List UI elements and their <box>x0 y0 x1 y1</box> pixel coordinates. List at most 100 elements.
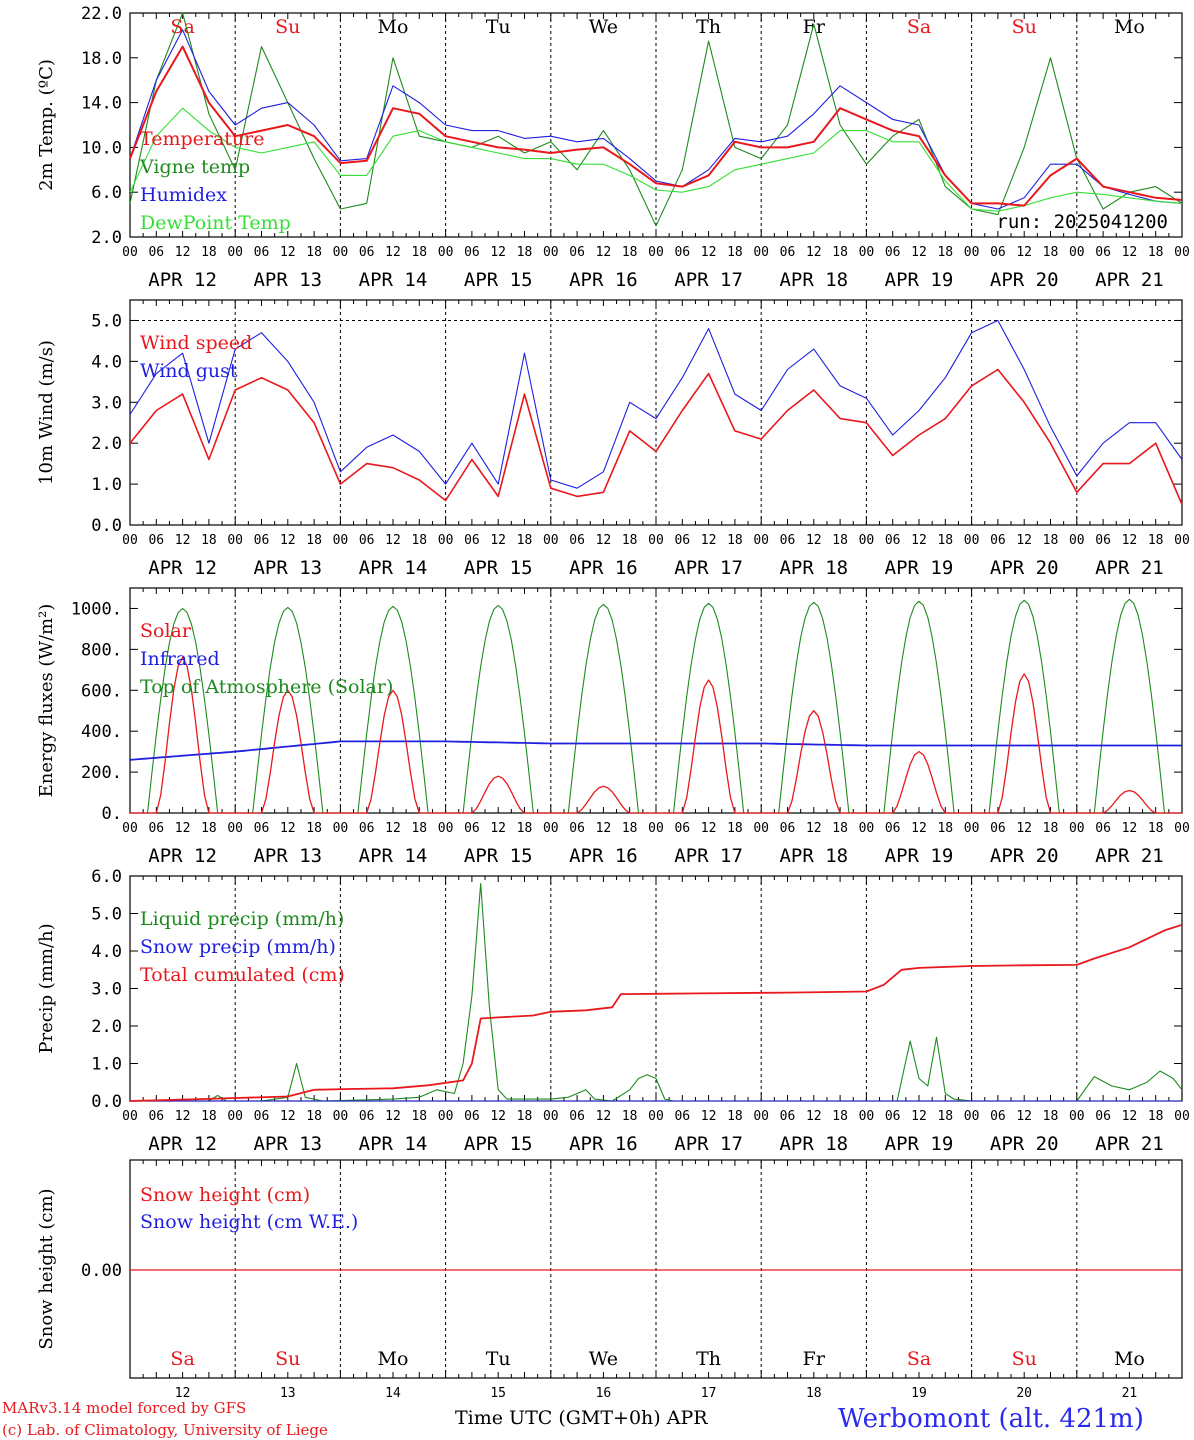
date-label: APR 17 <box>674 845 743 867</box>
date-label: APR 20 <box>990 1133 1059 1155</box>
hour-label: 00 <box>1069 821 1085 836</box>
date-label: APR 12 <box>148 845 217 867</box>
hour-label: 12 <box>175 533 191 548</box>
y-tick-label: 2.0 <box>91 1017 122 1037</box>
hour-label: 00 <box>333 245 349 260</box>
hour-label: 00 <box>964 1109 980 1124</box>
infrared-line <box>129 740 1182 761</box>
hour-label: 18 <box>622 821 638 836</box>
hour-label: 18 <box>201 245 217 260</box>
date-label: APR 21 <box>1095 557 1164 579</box>
hour-label: 06 <box>254 821 270 836</box>
hour-label: 12 <box>490 533 506 548</box>
y-tick-label: 22.0 <box>81 4 122 24</box>
hour-label: 00 <box>122 1109 138 1124</box>
lab-credit: (c) Lab. of Climatology, University of L… <box>2 1421 328 1439</box>
hour-label: 18 <box>832 245 848 260</box>
hour-label: 12 <box>911 245 927 260</box>
hour-label: 12 <box>280 821 296 836</box>
hour-label: 12 <box>490 1109 506 1124</box>
y-axis-label: 10m Wind (m/s) <box>36 340 57 485</box>
hour-label: 00 <box>859 245 875 260</box>
hour-label: 00 <box>543 245 559 260</box>
hour-label: 00 <box>227 245 243 260</box>
hour-label: 12 <box>911 533 927 548</box>
hour-label: 18 <box>201 1109 217 1124</box>
y-tick-label: 6.0 <box>91 183 122 203</box>
date-label: APR 18 <box>779 557 848 579</box>
hour-label: 06 <box>464 1109 480 1124</box>
date-label: APR 21 <box>1095 269 1164 291</box>
weekday-label: Su <box>275 16 300 38</box>
hour-label: 00 <box>1174 1109 1190 1124</box>
series-line <box>129 107 1183 212</box>
weekday-label: Mo <box>378 16 409 38</box>
hour-label: 12 <box>1122 245 1138 260</box>
y-axis-label: 2m Temp. (ºC) <box>36 59 57 191</box>
hour-label: 00 <box>1069 533 1085 548</box>
y-tick-label: 3.0 <box>91 393 122 413</box>
hour-label: 06 <box>1095 1109 1111 1124</box>
hour-label: 18 <box>622 245 638 260</box>
series-line <box>129 12 1183 227</box>
hour-label: 18 <box>306 245 322 260</box>
weekday-label: Th <box>696 1348 721 1370</box>
day-number-label: 13 <box>280 1386 296 1401</box>
hour-label: 00 <box>543 821 559 836</box>
hour-label: 00 <box>438 533 454 548</box>
hour-label: 12 <box>385 245 401 260</box>
weekday-label: Mo <box>1114 16 1145 38</box>
hour-label: 12 <box>701 821 717 836</box>
hour-label: 06 <box>885 533 901 548</box>
weekday-label: Tu <box>486 1348 511 1370</box>
date-label: APR 17 <box>674 1133 743 1155</box>
hour-label: 12 <box>806 821 822 836</box>
legend-entry: Wind gust <box>140 360 238 382</box>
hour-label: 18 <box>1043 821 1059 836</box>
hour-label: 18 <box>411 245 427 260</box>
hour-label: 00 <box>543 533 559 548</box>
date-label: APR 16 <box>569 269 638 291</box>
hour-label: 18 <box>727 1109 743 1124</box>
hour-label: 12 <box>701 533 717 548</box>
legend-entry: Wind speed <box>140 332 252 354</box>
y-tick-label: 0.0 <box>91 1092 122 1112</box>
date-label: APR 13 <box>253 1133 322 1155</box>
y-tick-label: 0. <box>102 804 122 824</box>
hour-label: 06 <box>674 533 690 548</box>
series-line <box>129 368 1183 505</box>
hour-label: 18 <box>517 533 533 548</box>
hour-label: 00 <box>964 821 980 836</box>
hour-label: 18 <box>832 533 848 548</box>
date-label: APR 19 <box>885 557 954 579</box>
hour-label: 06 <box>569 245 585 260</box>
y-tick-label: 10.0 <box>81 138 122 158</box>
day-number-label: 20 <box>1016 1386 1032 1401</box>
hour-label: 00 <box>753 1109 769 1124</box>
station-title: Werbomont (alt. 421m) <box>838 1404 1144 1434</box>
y-tick-label: 2.0 <box>91 228 122 248</box>
hour-label: 06 <box>254 533 270 548</box>
hour-label: 00 <box>1069 1109 1085 1124</box>
hour-label: 12 <box>1016 821 1032 836</box>
date-label: APR 15 <box>464 845 533 867</box>
hour-label: 06 <box>569 533 585 548</box>
hour-label: 00 <box>859 821 875 836</box>
hour-label: 00 <box>1174 533 1190 548</box>
date-label: APR 15 <box>464 557 533 579</box>
hour-label: 12 <box>1122 821 1138 836</box>
hour-label: 18 <box>1148 1109 1164 1124</box>
weekday-label: We <box>589 1348 618 1370</box>
hour-label: 06 <box>464 245 480 260</box>
day-number-label: 12 <box>175 1386 191 1401</box>
day-number-label: 16 <box>596 1386 612 1401</box>
hour-label: 12 <box>1122 533 1138 548</box>
y-tick-label: 800. <box>81 640 122 660</box>
hour-label: 00 <box>543 1109 559 1124</box>
hour-label: 00 <box>227 821 243 836</box>
date-label: APR 12 <box>148 269 217 291</box>
hour-label: 18 <box>727 533 743 548</box>
legend-entry: Snow height (cm W.E.) <box>140 1211 358 1233</box>
date-label: APR 18 <box>779 269 848 291</box>
hour-label: 18 <box>832 821 848 836</box>
